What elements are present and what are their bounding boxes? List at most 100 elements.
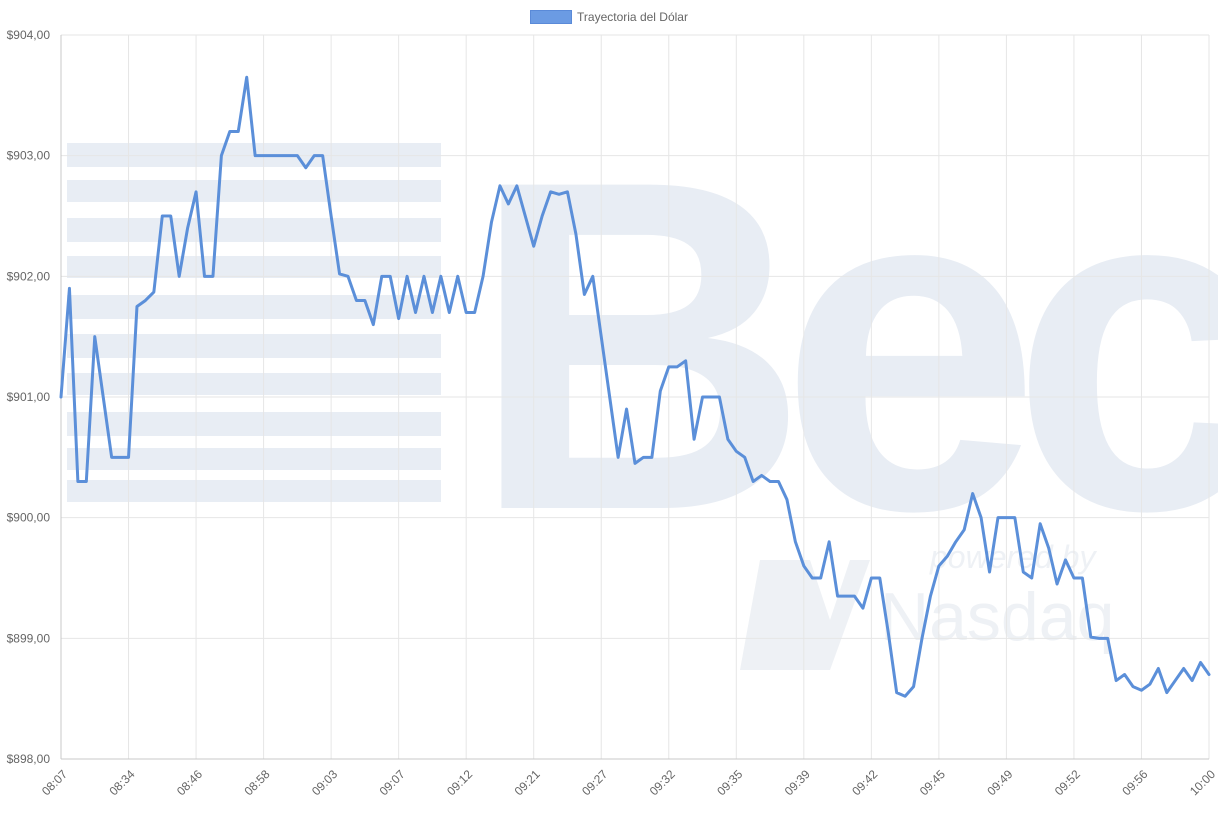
data-point <box>625 408 628 411</box>
data-point <box>634 462 637 465</box>
y-tick-label: $904,00 <box>7 28 51 42</box>
data-point <box>60 396 63 399</box>
data-point <box>330 215 333 218</box>
data-point <box>135 305 138 308</box>
data-point <box>220 154 223 157</box>
data-point <box>591 275 594 278</box>
data-point <box>507 202 510 205</box>
y-tick-label: $899,00 <box>7 631 51 645</box>
data-point <box>473 311 476 314</box>
data-point <box>355 299 358 302</box>
data-point <box>659 389 662 392</box>
data-point <box>313 154 316 157</box>
data-point <box>321 154 324 157</box>
watermark-stripe <box>67 256 441 278</box>
x-tick-label: 08:07 <box>39 767 70 798</box>
data-point <box>1157 667 1160 670</box>
data-point <box>1039 522 1042 525</box>
x-tick-label: 09:45 <box>917 767 948 798</box>
x-tick-label: 09:32 <box>647 767 678 798</box>
x-tick-label: 08:58 <box>242 767 273 798</box>
data-point <box>870 577 873 580</box>
data-point <box>760 474 763 477</box>
data-point <box>271 154 274 157</box>
data-point <box>676 365 679 368</box>
data-point <box>861 607 864 610</box>
data-point <box>68 287 71 290</box>
data-point <box>338 272 341 275</box>
watermark-stripe <box>67 412 441 436</box>
legend-label[interactable]: Trayectoria del Dólar <box>577 9 688 24</box>
data-point <box>878 577 881 580</box>
data-point <box>532 245 535 248</box>
data-point <box>541 215 544 218</box>
watermark-stripe <box>67 180 441 202</box>
watermark-stripe <box>67 334 441 358</box>
data-point <box>549 190 552 193</box>
data-point <box>110 456 113 459</box>
x-tick-label: 09:52 <box>1052 767 1083 798</box>
data-point <box>642 456 645 459</box>
data-point <box>186 227 189 230</box>
data-point <box>921 637 924 640</box>
data-point <box>169 215 172 218</box>
data-point <box>1056 583 1059 586</box>
data-point <box>845 595 848 598</box>
data-point <box>524 215 527 218</box>
data-point <box>709 396 712 399</box>
data-point <box>718 396 721 399</box>
data-point <box>853 595 856 598</box>
data-point <box>980 516 983 519</box>
data-point <box>1123 673 1126 676</box>
data-point <box>498 184 501 187</box>
watermark-stripe <box>67 218 441 242</box>
data-point <box>828 540 831 543</box>
data-point <box>769 480 772 483</box>
data-point <box>279 154 282 157</box>
data-point <box>1106 637 1109 640</box>
data-point <box>203 275 206 278</box>
data-point <box>422 275 425 278</box>
data-point <box>701 396 704 399</box>
data-point <box>490 221 493 224</box>
data-point <box>304 166 307 169</box>
data-point <box>195 190 198 193</box>
x-tick-label: 09:03 <box>309 767 340 798</box>
data-point <box>414 311 417 314</box>
data-point <box>693 438 696 441</box>
data-point <box>237 130 240 133</box>
data-point <box>1089 636 1092 639</box>
data-point <box>887 631 890 634</box>
data-point <box>752 480 755 483</box>
watermark-stripe <box>67 448 441 470</box>
data-point <box>726 438 729 441</box>
data-point <box>85 480 88 483</box>
x-tick-label: 09:07 <box>377 767 408 798</box>
data-point <box>439 275 442 278</box>
watermark-bec-text: Bec <box>470 83 1218 608</box>
y-tick-label: $902,00 <box>7 269 51 283</box>
data-point <box>1098 637 1101 640</box>
y-axis-tick-labels: $898,00 $899,00 $900,00 $901,00 $902,00 $903,… <box>7 28 51 766</box>
data-point <box>456 275 459 278</box>
watermark-n-glyph <box>740 560 870 670</box>
data-point <box>937 564 940 567</box>
data-point <box>735 450 738 453</box>
data-point <box>574 233 577 236</box>
data-point <box>743 456 746 459</box>
watermark-nasdaq-text: Nasdaq <box>880 579 1114 655</box>
data-point <box>119 456 122 459</box>
data-point <box>600 335 603 338</box>
data-point <box>895 691 898 694</box>
data-point <box>1199 661 1202 664</box>
legend-swatch[interactable] <box>530 9 573 24</box>
data-point <box>988 570 991 573</box>
data-point <box>650 456 653 459</box>
data-point <box>1047 546 1050 549</box>
chart-legend[interactable]: Trayectoria del Dólar <box>0 9 1218 24</box>
data-point <box>1013 516 1016 519</box>
data-point <box>211 275 214 278</box>
data-point <box>1182 667 1185 670</box>
